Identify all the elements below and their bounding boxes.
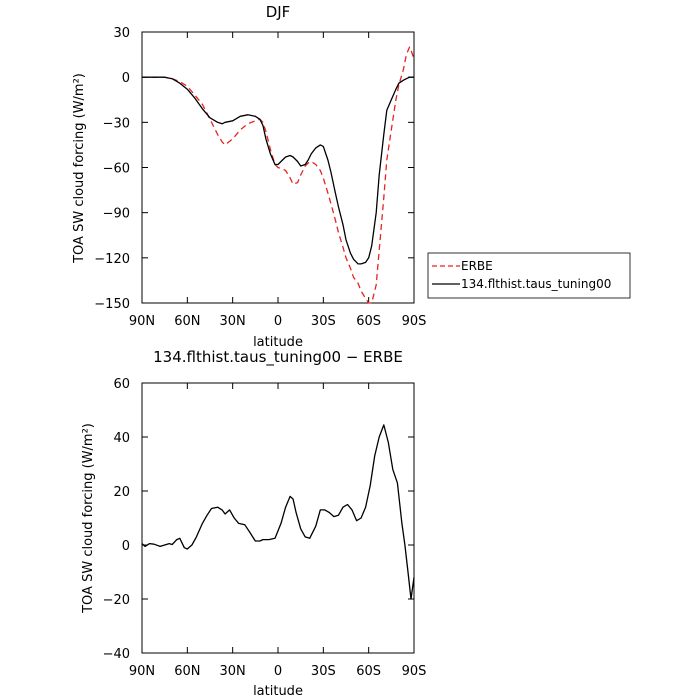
bottom-chart-title: 134.flthist.taus_tuning00 − ERBE (153, 348, 403, 367)
top-tick-marks (141, 31, 415, 304)
top-x-tick-label: 60S (356, 314, 381, 329)
bottom-y-tick-label: 60 (113, 377, 130, 392)
bottom-y-tick-label: 0 (122, 539, 130, 554)
top-x-tick-label: 30S (311, 314, 336, 329)
legend-box (427, 252, 631, 299)
top-x-tick-label: 90S (402, 314, 427, 329)
bottom-y-tick-label: −20 (103, 593, 130, 608)
top-y-tick-label: 30 (113, 26, 130, 41)
top-x-tick-label: 90N (129, 314, 155, 329)
bottom-panel: 134.flthist.taus_tuning00 − ERBE 90N 60N 3… (81, 348, 426, 699)
top-series-lines (142, 46, 415, 304)
top-series-line-erbe (142, 46, 415, 304)
top-y-tick-label: 0 (122, 71, 130, 86)
bottom-x-tick-label: 90S (402, 664, 427, 679)
top-y-tick-label: −60 (103, 162, 130, 177)
bottom-x-tick-label: 60S (356, 664, 381, 679)
top-y-tick-label: −120 (94, 252, 130, 267)
bottom-x-tick-label: 30S (311, 664, 336, 679)
bottom-x-tick-labels: 90N 60N 30N 0 30S 60S 90S (129, 664, 427, 679)
bottom-x-tick-label: 90N (129, 664, 155, 679)
top-x-tick-label: 0 (274, 314, 282, 329)
bottom-series-lines (141, 424, 415, 600)
legend-label-erbe: ERBE (461, 259, 493, 273)
top-chart-title: DJF (266, 3, 291, 21)
bottom-series-line-0 (141, 424, 415, 600)
bottom-x-tick-label: 60N (174, 664, 200, 679)
top-y-tick-label: −90 (103, 207, 130, 222)
top-x-tick-label: 60N (174, 314, 200, 329)
bottom-tick-marks (141, 382, 415, 654)
top-x-tick-labels: 90N 60N 30N 0 30S 60S 90S (129, 314, 427, 329)
top-y-tick-labels: −150 −120 −90 −60 −30 0 30 (94, 26, 130, 312)
top-y-axis-title: TOA SW cloud forcing (W/m²) (72, 73, 87, 264)
legend: ERBE 134.flthist.taus_tuning00 (427, 252, 631, 299)
bottom-plot-frame (141, 382, 415, 654)
top-y-tick-label: −30 (103, 116, 130, 131)
top-x-tick-label: 30N (220, 314, 246, 329)
bottom-x-tick-label: 0 (274, 664, 282, 679)
bottom-y-tick-label: −40 (103, 647, 130, 662)
top-series-line-134-flthist-taus-tuning00 (142, 76, 414, 265)
top-y-tick-label: −150 (94, 297, 130, 312)
bottom-y-tick-label: 20 (113, 485, 130, 500)
bottom-y-tick-labels: −40 −20 0 20 40 60 (103, 377, 130, 662)
bottom-x-axis-title: latitude (253, 684, 303, 699)
top-panel: DJF 90N 60N 30N 0 30S 60S 90S −150 −120 −90 −60 −3… (72, 3, 426, 350)
bottom-y-tick-label: 40 (113, 431, 130, 446)
bottom-x-tick-label: 30N (220, 664, 246, 679)
bottom-y-axis-title: TOA SW cloud forcing (W/m²) (81, 423, 96, 614)
legend-label-model: 134.flthist.taus_tuning00 (461, 277, 611, 291)
top-x-axis-title: latitude (253, 335, 303, 350)
